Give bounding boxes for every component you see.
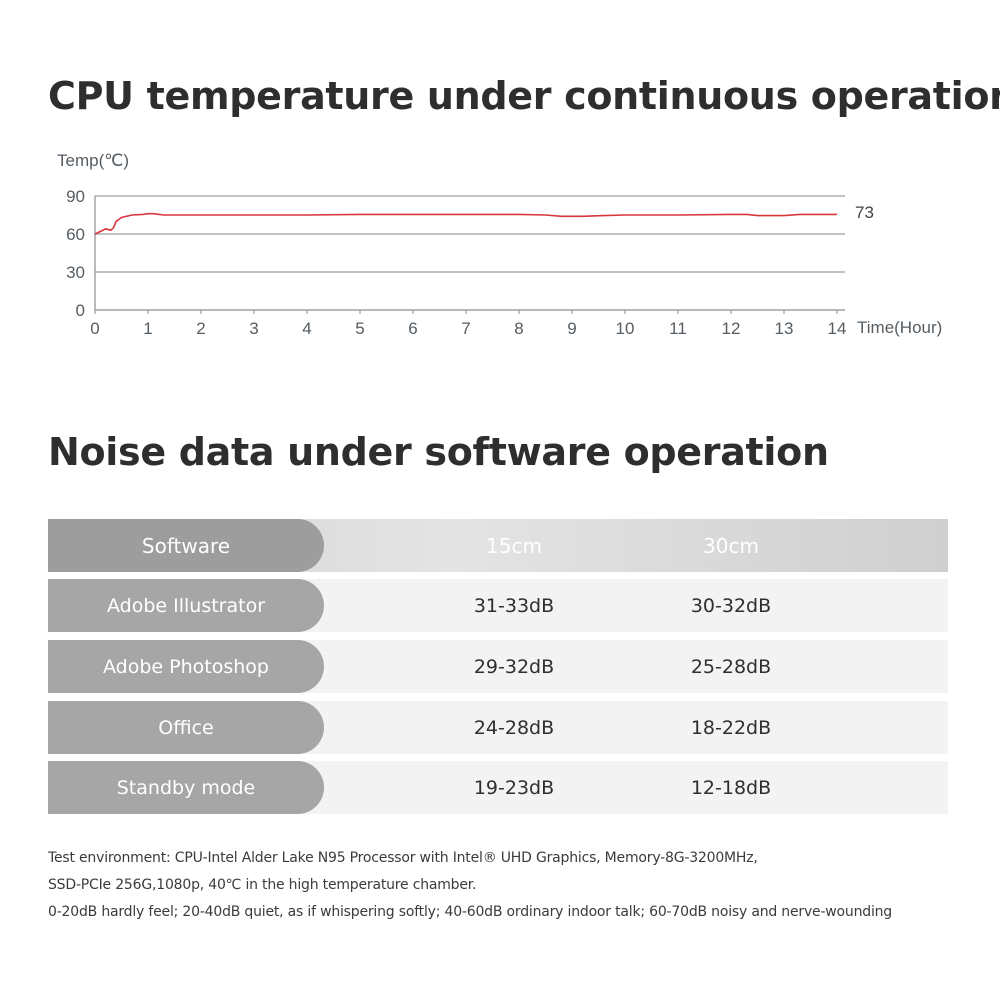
x-tick-label: 8	[514, 319, 523, 338]
x-tick-label: 9	[567, 319, 576, 338]
test-environment-note-2: SSD-PCIe 256G,1080p, 40℃ in the high tem…	[48, 877, 477, 893]
y-tick-label: 90	[66, 187, 85, 206]
x-tick-label: 3	[249, 319, 258, 338]
y-tick-label: 30	[66, 263, 85, 282]
header-30cm: 30cm	[703, 533, 759, 558]
noise-section-title: Noise data under software operation	[48, 430, 829, 474]
x-tick-label: 12	[722, 319, 741, 338]
x-tick-label: 1	[143, 319, 152, 338]
cell-15cm: 19-23dB	[473, 776, 555, 799]
x-tick-label: 6	[408, 319, 417, 338]
cell-15cm: 31-33dB	[473, 594, 555, 617]
y-tick-label: 0	[76, 301, 85, 320]
row-label: Adobe Photoshop	[48, 640, 324, 693]
cell-15cm: 29-32dB	[473, 655, 555, 678]
end-value-label: 73	[855, 203, 874, 222]
row-label: Adobe Illustrator	[48, 579, 324, 632]
table-row: Adobe Illustrator 31-33dB 30-32dB	[48, 579, 948, 632]
x-tick-label: 2	[196, 319, 205, 338]
x-tick-label: 14	[828, 319, 847, 338]
row-label: Standby mode	[48, 761, 324, 814]
x-axis-label: Time(Hour)	[857, 318, 942, 337]
x-tick-label: 13	[775, 319, 794, 338]
cell-30cm: 12-18dB	[690, 776, 772, 799]
x-tick-label: 4	[302, 319, 311, 338]
test-environment-note: Test environment: CPU-Intel Alder Lake N…	[48, 850, 758, 866]
x-tick-label: 10	[616, 319, 635, 338]
x-tick-label: 11	[669, 319, 687, 338]
table-row: Adobe Photoshop 29-32dB 25-28dB	[48, 640, 948, 693]
temperature-series-line	[94, 212, 837, 235]
y-axis-label: Temp(℃)	[57, 151, 129, 170]
table-header: Software 15cm 30cm	[48, 519, 948, 572]
header-15cm: 15cm	[486, 533, 542, 558]
cell-15cm: 24-28dB	[473, 716, 555, 739]
row-label: Office	[48, 701, 324, 754]
chart-title: CPU temperature under continuous operati…	[48, 74, 1000, 118]
table-row: Standby mode 19-23dB 12-18dB	[48, 761, 948, 814]
x-tick-label: 5	[355, 319, 364, 338]
noise-scale-note: 0-20dB hardly feel; 20-40dB quiet, as if…	[48, 904, 892, 920]
x-tick-label: 0	[90, 319, 99, 338]
y-tick-label: 60	[66, 225, 85, 244]
cell-30cm: 18-22dB	[690, 716, 772, 739]
cell-30cm: 30-32dB	[690, 594, 772, 617]
table-row: Office 24-28dB 18-22dB	[48, 701, 948, 754]
x-tick-label: 7	[461, 319, 470, 338]
header-software: Software	[48, 519, 324, 572]
cell-30cm: 25-28dB	[690, 655, 772, 678]
